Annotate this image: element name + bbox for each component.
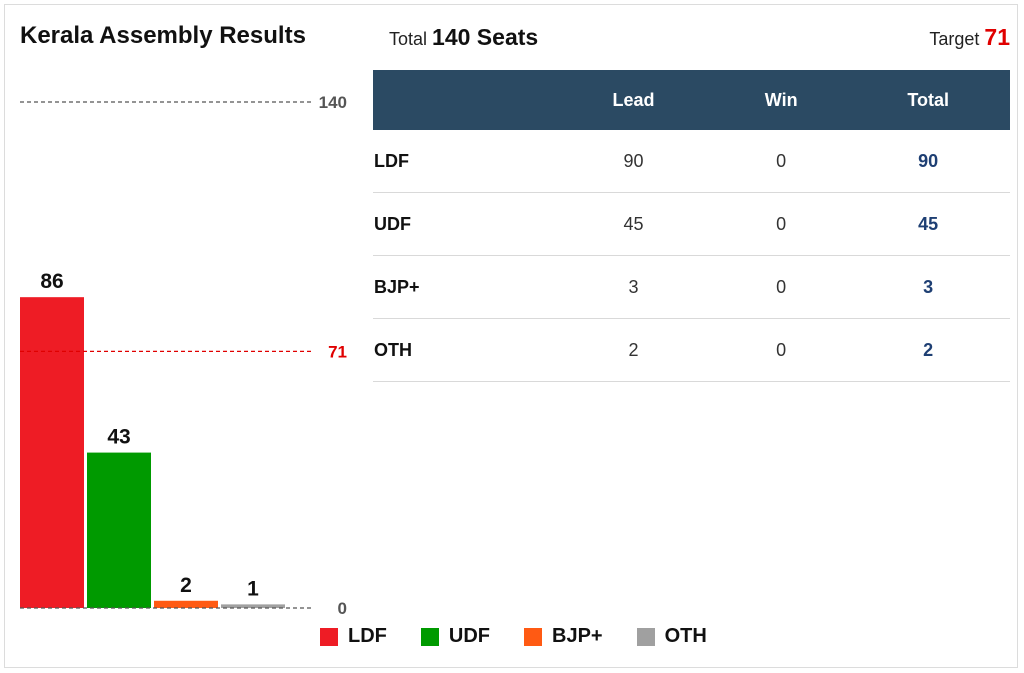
bar-bjp bbox=[154, 600, 218, 608]
page-title: Kerala Assembly Results bbox=[20, 22, 306, 49]
row-party: OTH bbox=[373, 318, 552, 382]
bar-oth bbox=[221, 604, 285, 608]
legend-swatch bbox=[636, 627, 655, 646]
legend-swatch bbox=[420, 627, 439, 646]
header-win: Win bbox=[715, 70, 847, 130]
row-lead: 3 bbox=[551, 255, 716, 319]
table-row: OTH 2 0 2 bbox=[373, 318, 1010, 382]
total-label: Total bbox=[389, 29, 428, 49]
bar-value-label: 2 bbox=[180, 574, 192, 597]
target-value: 71 bbox=[984, 24, 1010, 50]
bar-udf bbox=[87, 452, 151, 608]
bar-value-label: 43 bbox=[107, 426, 130, 449]
table-row: BJP+ 3 0 3 bbox=[373, 255, 1010, 319]
bar-value-label: 86 bbox=[40, 270, 63, 293]
header-lead: Lead bbox=[551, 70, 716, 130]
legend-label: LDF bbox=[348, 625, 387, 647]
legend-item: LDF bbox=[320, 625, 387, 648]
legend-swatch bbox=[524, 627, 542, 646]
reference-label-71: 71 bbox=[328, 342, 347, 361]
row-win: 0 bbox=[715, 130, 847, 193]
row-lead: 90 bbox=[551, 130, 716, 193]
row-win: 0 bbox=[715, 318, 847, 382]
reference-label-0: 0 bbox=[338, 599, 347, 618]
target-seats: Target 71 bbox=[929, 24, 1010, 51]
row-win: 0 bbox=[715, 192, 847, 256]
legend-label: UDF bbox=[448, 625, 490, 647]
row-party: UDF bbox=[373, 192, 552, 256]
reference-label-140: 140 bbox=[319, 93, 347, 112]
legend-item: BJP+ bbox=[524, 625, 603, 648]
row-total: 90 bbox=[846, 130, 1010, 193]
row-lead: 2 bbox=[551, 318, 716, 382]
table-row: UDF 45 0 45 bbox=[373, 192, 1010, 256]
total-value: 140 Seats bbox=[432, 24, 539, 50]
row-party: BJP+ bbox=[373, 255, 552, 319]
results-table: Lead Win Total LDF 90 0 90 UDF 45 0 45 B… bbox=[373, 70, 1010, 382]
row-total: 2 bbox=[846, 318, 1010, 382]
legend-label: OTH bbox=[664, 625, 707, 647]
legend-item: OTH bbox=[636, 625, 707, 648]
header-party bbox=[373, 70, 552, 130]
bar-value-label: 1 bbox=[247, 577, 259, 600]
bar-ldf bbox=[20, 297, 84, 608]
row-party: LDF bbox=[373, 130, 552, 193]
legend-item: UDF bbox=[420, 625, 490, 648]
legend-swatch bbox=[320, 627, 338, 646]
table-header-row: Lead Win Total bbox=[373, 70, 1010, 130]
row-total: 3 bbox=[846, 255, 1010, 319]
chart-legend: LDF UDF BJP+ OTH bbox=[320, 625, 707, 648]
row-win: 0 bbox=[715, 255, 847, 319]
table-row: LDF 90 0 90 bbox=[373, 130, 1010, 193]
header-total: Total bbox=[846, 70, 1010, 130]
row-lead: 45 bbox=[551, 192, 716, 256]
row-total: 45 bbox=[846, 192, 1010, 256]
legend-label: BJP+ bbox=[552, 625, 603, 647]
target-label: Target bbox=[929, 29, 980, 49]
total-seats: Total 140 Seats bbox=[389, 24, 538, 51]
